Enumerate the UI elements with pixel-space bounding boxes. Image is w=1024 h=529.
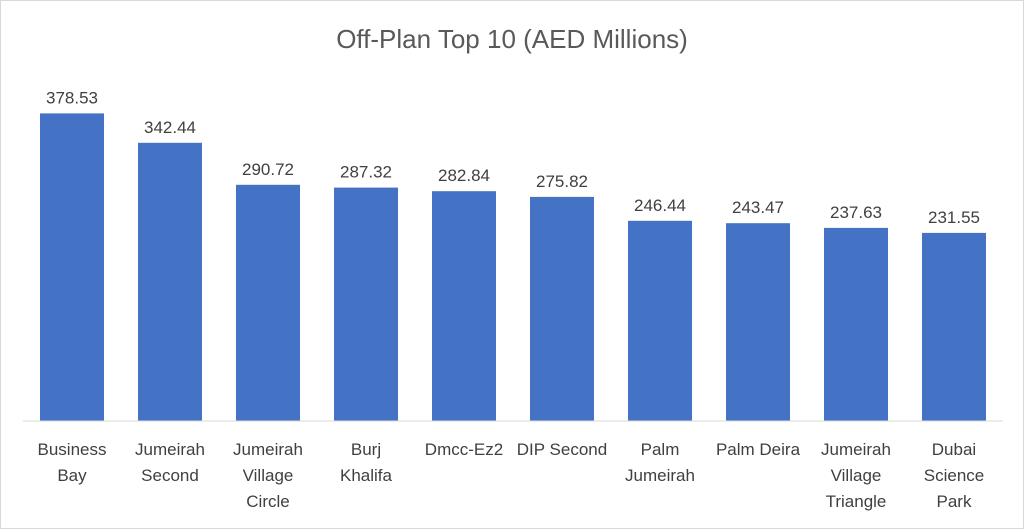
bars-group <box>40 113 986 422</box>
bar-3 <box>334 187 398 421</box>
bar-4 <box>432 191 496 421</box>
bar-6 <box>628 220 692 421</box>
category-label-3: Burj Khalifa <box>340 440 393 485</box>
bar-1 <box>138 142 202 422</box>
category-label-2: Jumeirah Village Circle <box>233 440 303 511</box>
value-label-6: 246.44 <box>634 196 686 215</box>
value-label-5: 275.82 <box>536 172 588 191</box>
chart-title: Off-Plan Top 10 (AED Millions) <box>336 24 688 54</box>
category-label-5: DIP Second <box>517 440 607 459</box>
bar-0 <box>40 113 104 422</box>
bar-5 <box>530 196 594 421</box>
value-label-7: 243.47 <box>732 198 784 217</box>
category-label-9: Dubai Science Park <box>924 440 984 511</box>
value-label-9: 231.55 <box>928 208 980 227</box>
category-label-1: Jumeirah Second <box>135 440 205 485</box>
value-label-4: 282.84 <box>438 166 490 185</box>
category-labels-group: Business Bay Jumeirah Second Jumeirah Village… <box>38 440 985 511</box>
value-label-8: 237.63 <box>830 203 882 222</box>
value-label-1: 342.44 <box>144 118 196 137</box>
category-label-0: Business Bay <box>38 440 107 485</box>
value-label-0: 378.53 <box>46 88 98 107</box>
value-label-3: 287.32 <box>340 163 392 182</box>
value-label-2: 290.72 <box>242 160 294 179</box>
bar-8 <box>824 227 888 421</box>
category-label-8: Jumeirah Village Triangle <box>821 440 891 511</box>
category-label-7: Palm Deira <box>716 440 801 459</box>
bar-2 <box>236 184 300 421</box>
value-labels-group: 378.53 342.44 290.72 287.32 282.84 275.82 246.… <box>46 88 980 227</box>
bar-9 <box>922 232 986 421</box>
category-label-4: Dmcc-Ez2 <box>425 440 503 459</box>
bar-7 <box>726 223 790 421</box>
category-label-6: Palm Jumeirah <box>625 440 695 485</box>
